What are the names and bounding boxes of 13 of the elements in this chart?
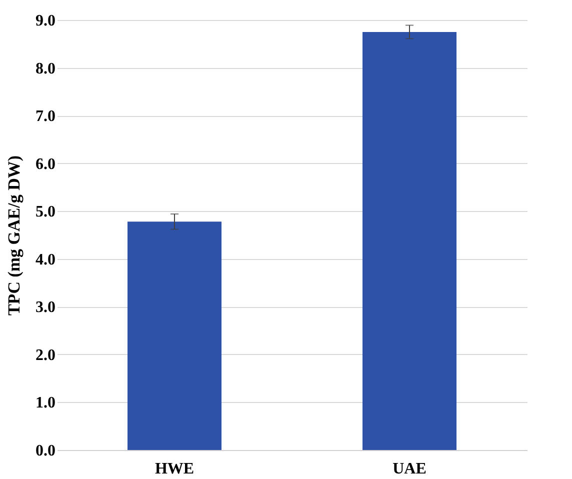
y-tick-label: 8.0 xyxy=(36,60,56,78)
y-tick-label: 4.0 xyxy=(36,251,56,268)
y-axis-title: TPC (mg GAE/g DW) xyxy=(4,155,24,316)
y-tick-label: 9.0 xyxy=(36,12,56,30)
y-tick-label: 0.0 xyxy=(36,442,56,460)
y-tick-label: 2.0 xyxy=(36,346,56,364)
y-tick-label: 5.0 xyxy=(36,204,56,221)
x-tick-label: UAE xyxy=(392,460,426,478)
y-tick-label: 6.0 xyxy=(36,156,56,173)
x-tick-label: HWE xyxy=(154,460,194,478)
y-tick-label: 3.0 xyxy=(36,299,56,316)
y-tick-label: 7.0 xyxy=(36,108,56,126)
y-tick-label: 1.0 xyxy=(36,394,56,412)
